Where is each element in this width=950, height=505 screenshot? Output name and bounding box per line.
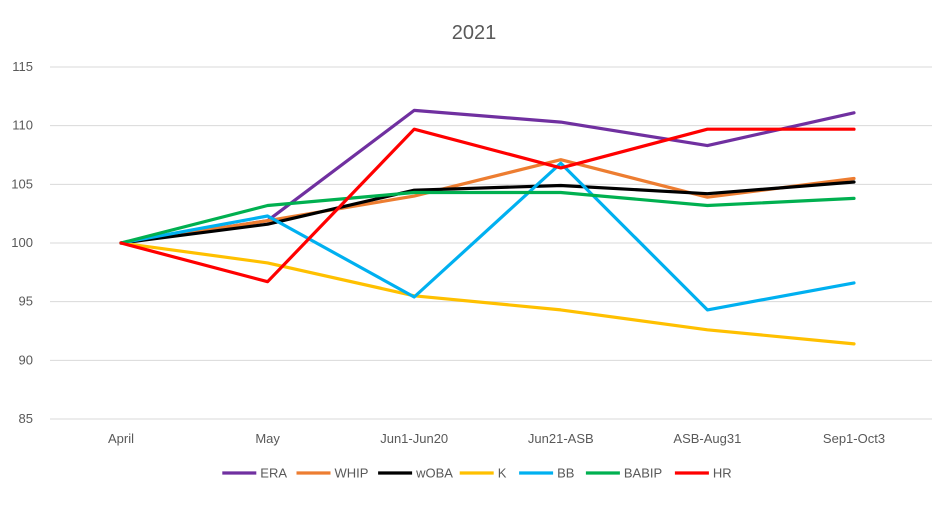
y-tick-label: 95 [19, 294, 33, 309]
x-tick-label: Sep1-Oct3 [823, 431, 885, 446]
y-tick-label: 115 [12, 59, 33, 74]
y-tick-label: 90 [19, 352, 33, 367]
legend-item-babip: BABIP [585, 466, 662, 481]
legend-item-whip: WHIP [296, 466, 369, 481]
chart-title: 2021 [452, 22, 497, 44]
legend-label: WHIP [335, 466, 369, 481]
y-axis-ticks: 85 90 95 100 105 110 115 [11, 59, 33, 426]
legend-label: BABIP [624, 466, 662, 481]
series-line-k [119, 241, 856, 346]
y-tick-label: 105 [11, 176, 33, 191]
y-tick-label: 100 [11, 235, 33, 250]
legend-item-era: ERA [222, 466, 287, 481]
legend-label: HR [713, 466, 732, 481]
x-axis-ticks: April May Jun1-Jun20 Jun21-ASB ASB-Aug31 Sep1… [108, 431, 885, 446]
legend-label: ERA [260, 466, 287, 481]
series-line-woba [119, 180, 856, 245]
x-tick-label: April [108, 431, 134, 446]
y-tick-label: 85 [19, 411, 33, 426]
legend-item-k: K [459, 466, 507, 481]
legend-label: BB [557, 466, 574, 481]
legend-item-woba: wOBA [378, 466, 453, 481]
series-line-whip [119, 158, 856, 245]
x-tick-label: Jun1-Jun20 [380, 431, 448, 446]
legend-item-hr: HR [674, 466, 732, 481]
series-line-babip [119, 190, 856, 245]
legend: ERA WHIP wOBA K BB BABIP HR [222, 466, 732, 481]
legend-label: K [498, 466, 507, 481]
legend-item-bb: BB [519, 466, 574, 481]
y-tick-label: 110 [12, 118, 33, 133]
legend-label: wOBA [415, 466, 453, 481]
x-tick-label: ASB-Aug31 [673, 431, 741, 446]
x-tick-label: Jun21-ASB [528, 431, 594, 446]
series-line-bb [119, 161, 856, 312]
x-tick-label: May [255, 431, 280, 446]
series-line-hr [119, 127, 856, 284]
series-lines [119, 108, 856, 346]
